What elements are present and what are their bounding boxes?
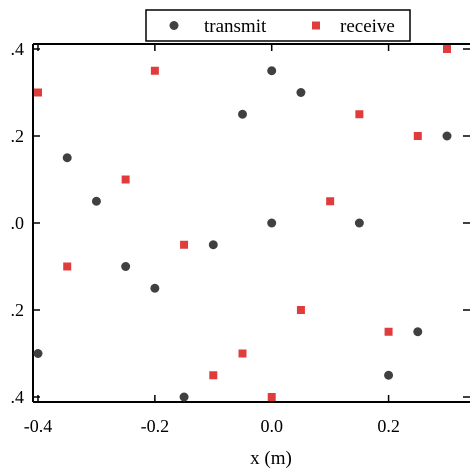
x-tick-label: -0.2 [141, 416, 170, 436]
receive-point [296, 306, 305, 314]
receive-point [34, 88, 42, 97]
y-tick-label: .2 [11, 300, 25, 320]
receive-point [384, 327, 393, 336]
x-tick-label: -0.4 [24, 416, 53, 436]
transmit-point [442, 131, 452, 141]
plot-frame [32, 43, 470, 403]
legend-receive-label: receive [340, 16, 395, 37]
y-tick-label: .4 [11, 39, 25, 59]
receive-point [180, 240, 189, 249]
receive-point [150, 66, 159, 75]
transmit-point [267, 66, 277, 76]
transmit-point [91, 196, 101, 206]
transmit-point [179, 392, 189, 402]
x-axis: -0.4 -0.2 0.0 0.2 [24, 44, 400, 436]
receive-point [209, 371, 218, 380]
x-tick-label: 0.0 [260, 416, 283, 436]
transmit-point [121, 262, 131, 271]
y-axis: .4 .2 .0 .2 .4 [11, 39, 470, 407]
legend-transmit-marker [169, 21, 179, 30]
receive-point [63, 262, 72, 271]
receive-point [121, 175, 130, 184]
y-tick-label: .2 [11, 126, 25, 146]
receive-point [326, 197, 335, 206]
receive-point [355, 110, 364, 119]
transmit-point [354, 218, 364, 228]
transmit-point [413, 327, 423, 337]
transmit-point [150, 283, 160, 293]
transmit-point [33, 349, 43, 358]
data-points [33, 45, 452, 402]
receive-point [238, 349, 247, 358]
x-axis-title: x (m) [250, 448, 292, 469]
legend: transmit receive [145, 9, 411, 42]
legend-transmit-label: transmit [204, 16, 267, 37]
y-tick-label: .4 [11, 387, 25, 407]
receive-point [443, 45, 451, 53]
transmit-point [267, 218, 277, 228]
transmit-point [62, 153, 72, 163]
x-tick-label: 0.2 [377, 416, 400, 436]
transmit-point [208, 240, 218, 250]
y-tick-label: .0 [11, 213, 25, 233]
transmit-point [384, 370, 394, 380]
legend-receive-marker [312, 21, 320, 30]
transmit-point [296, 88, 306, 97]
receive-point [413, 132, 422, 140]
transmit-point [238, 109, 247, 119]
legend-box [145, 9, 411, 42]
receive-point [267, 393, 276, 401]
